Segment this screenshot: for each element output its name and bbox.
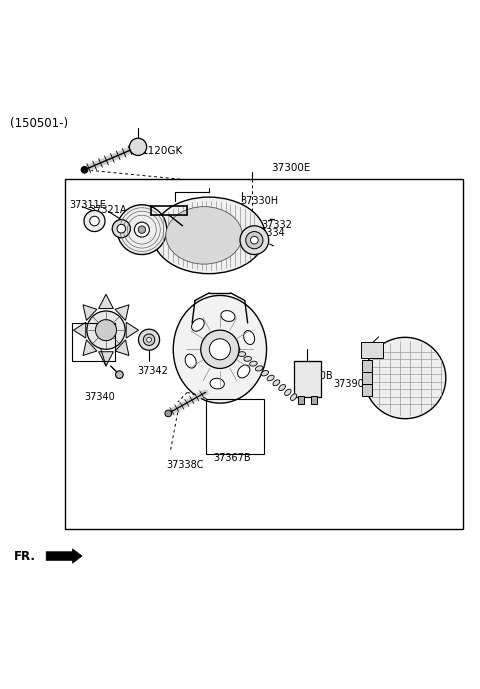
Circle shape xyxy=(144,334,155,345)
Circle shape xyxy=(147,338,152,342)
Ellipse shape xyxy=(273,380,280,386)
Text: 37342: 37342 xyxy=(137,366,168,376)
Ellipse shape xyxy=(153,197,265,274)
Ellipse shape xyxy=(244,331,255,344)
Ellipse shape xyxy=(166,207,242,264)
Text: FR.: FR. xyxy=(14,550,36,563)
Circle shape xyxy=(116,371,123,378)
Polygon shape xyxy=(98,351,113,366)
Circle shape xyxy=(139,329,159,350)
Text: 1120GK: 1120GK xyxy=(142,145,183,156)
Text: 37340: 37340 xyxy=(84,392,115,402)
Bar xyxy=(294,361,322,397)
Polygon shape xyxy=(73,322,86,338)
Circle shape xyxy=(246,232,263,249)
Text: 37330H: 37330H xyxy=(240,196,278,206)
Bar xyxy=(299,395,304,404)
Text: 37367B: 37367B xyxy=(214,453,252,463)
Ellipse shape xyxy=(261,371,268,376)
Text: 37311E: 37311E xyxy=(69,200,106,209)
Text: 37323: 37323 xyxy=(168,230,199,240)
Circle shape xyxy=(81,167,88,173)
Text: 37338C: 37338C xyxy=(166,460,204,470)
Polygon shape xyxy=(126,322,139,338)
Ellipse shape xyxy=(232,347,240,351)
Ellipse shape xyxy=(210,378,224,389)
Polygon shape xyxy=(83,305,97,320)
Bar xyxy=(206,398,264,453)
Text: 37390B: 37390B xyxy=(333,379,371,389)
Ellipse shape xyxy=(244,356,252,361)
Text: 37321A: 37321A xyxy=(89,205,127,214)
Text: 37334: 37334 xyxy=(254,227,285,238)
Circle shape xyxy=(134,222,149,237)
Text: 37370B: 37370B xyxy=(295,371,333,380)
Circle shape xyxy=(201,330,239,369)
Ellipse shape xyxy=(238,365,250,378)
Bar xyxy=(72,323,115,361)
Ellipse shape xyxy=(279,384,286,391)
Ellipse shape xyxy=(267,376,274,381)
Bar xyxy=(361,372,372,384)
Text: (150501-): (150501-) xyxy=(10,117,68,130)
Ellipse shape xyxy=(238,351,246,356)
Bar xyxy=(361,384,372,395)
FancyBboxPatch shape xyxy=(361,342,383,358)
Bar xyxy=(361,360,372,372)
Ellipse shape xyxy=(255,366,263,371)
Circle shape xyxy=(90,216,99,226)
Circle shape xyxy=(130,138,147,156)
Circle shape xyxy=(117,225,126,233)
Circle shape xyxy=(209,339,230,360)
Circle shape xyxy=(251,236,258,244)
Bar xyxy=(311,395,317,404)
Circle shape xyxy=(84,210,105,232)
Circle shape xyxy=(87,311,125,349)
Circle shape xyxy=(96,320,117,340)
Bar xyxy=(65,179,463,528)
Ellipse shape xyxy=(227,342,234,347)
Circle shape xyxy=(364,338,446,419)
Ellipse shape xyxy=(290,394,297,400)
FancyArrow shape xyxy=(46,549,82,563)
Circle shape xyxy=(138,226,145,234)
Ellipse shape xyxy=(192,318,204,331)
Ellipse shape xyxy=(250,361,257,366)
Ellipse shape xyxy=(173,296,266,403)
Ellipse shape xyxy=(221,311,235,321)
Polygon shape xyxy=(115,340,129,356)
Ellipse shape xyxy=(285,389,291,395)
Ellipse shape xyxy=(185,354,196,368)
Circle shape xyxy=(112,220,131,238)
Text: 37300E: 37300E xyxy=(271,163,311,174)
Circle shape xyxy=(117,205,167,254)
Polygon shape xyxy=(98,294,113,309)
Circle shape xyxy=(240,226,269,254)
Polygon shape xyxy=(83,340,97,356)
Text: 37332: 37332 xyxy=(262,220,292,230)
Circle shape xyxy=(165,410,171,417)
Polygon shape xyxy=(115,305,129,320)
